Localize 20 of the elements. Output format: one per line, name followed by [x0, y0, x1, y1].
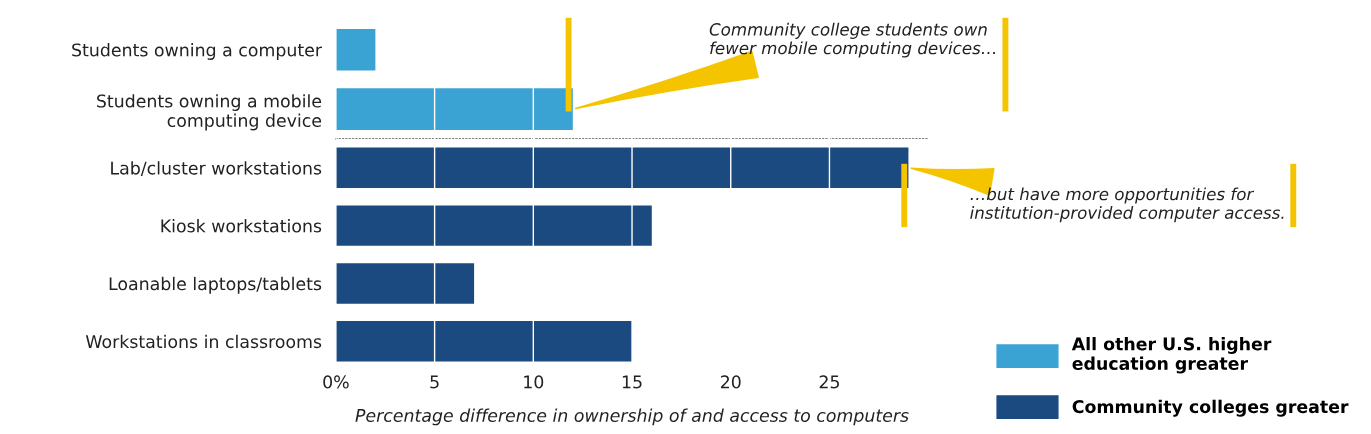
x-tick-label: 5	[430, 375, 439, 389]
bar	[335, 205, 652, 246]
x-axis-title: Percentage difference in ownership of and access to computers	[355, 408, 909, 426]
bar	[335, 263, 475, 304]
x-tick-label: 0%	[323, 375, 349, 389]
x-tick-label: 25	[819, 375, 839, 389]
x-tick-label: 15	[622, 375, 642, 389]
x-tick-label: 20	[720, 375, 741, 389]
legend-label: All other U.S. higher education greater	[1071, 336, 1272, 374]
y-tick-label: Loanable laptops/tablets	[109, 276, 322, 294]
y-tick-label: Students owning a computer	[72, 43, 323, 60]
x-tick-label: 10	[524, 375, 544, 389]
y-tick-label: Workstations in classrooms	[85, 334, 322, 349]
bar	[335, 321, 633, 362]
y-tick-label: Lab/cluster workstations	[111, 161, 322, 176]
annotation: Community college students own fewer mobile computing devices…	[709, 22, 996, 58]
legend-label: Community colleges greater	[1072, 399, 1349, 417]
annotation: …but have more opportunities for institution-provided computer access.	[970, 187, 1284, 223]
y-tick-label: Students owning a mobile computing device	[97, 94, 322, 131]
y-tick-label: Kiosk workstations	[161, 219, 322, 233]
